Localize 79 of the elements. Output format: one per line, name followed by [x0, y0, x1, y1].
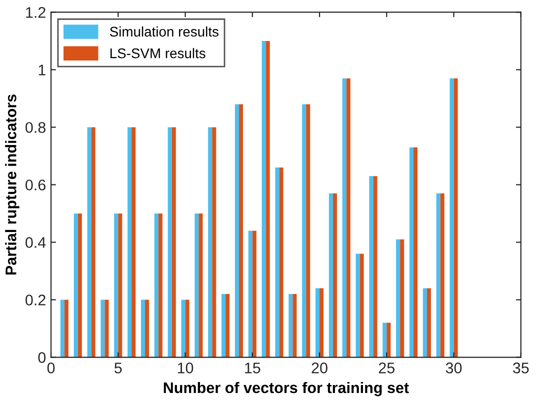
x-tick-label: 10 — [178, 362, 194, 374]
bar — [198, 213, 203, 358]
bar — [386, 322, 391, 358]
x-tick-label: 5 — [114, 362, 122, 374]
bar — [194, 213, 199, 358]
bar — [238, 104, 243, 358]
x-tick-label: 30 — [446, 362, 462, 374]
y-tick-label: 1.2 — [26, 7, 46, 18]
bar — [454, 78, 458, 358]
x-tick-label: 15 — [245, 362, 260, 374]
bar — [413, 147, 418, 358]
bar — [60, 300, 64, 358]
bar — [360, 254, 364, 358]
bar — [212, 127, 216, 358]
bar — [320, 288, 324, 358]
bar — [292, 294, 297, 358]
bar — [74, 213, 78, 358]
x-tick-label: 35 — [512, 362, 529, 374]
bar — [100, 300, 105, 358]
bar — [436, 193, 440, 358]
bar — [64, 300, 68, 358]
bar — [440, 193, 444, 358]
bar — [342, 78, 346, 358]
y-tick-label: 0.4 — [26, 237, 46, 248]
bar — [234, 104, 239, 358]
bar — [140, 300, 145, 358]
bar — [450, 78, 454, 358]
bar — [252, 230, 256, 358]
bar — [422, 288, 427, 358]
legend-label: Simulation results — [110, 26, 218, 37]
bar — [154, 213, 158, 358]
bar — [396, 239, 400, 358]
y-axis-title: Partial rupture indicators — [5, 94, 20, 275]
bar — [226, 294, 230, 358]
bar — [104, 300, 109, 358]
y-tick-label: 0.6 — [26, 180, 46, 190]
bar — [248, 230, 252, 358]
bar — [132, 127, 136, 358]
bar — [158, 213, 162, 358]
bar — [262, 40, 266, 358]
bar — [144, 300, 150, 358]
y-tick-label: 0.8 — [26, 122, 46, 133]
y-tick-label: 0.2 — [26, 294, 46, 306]
bar — [328, 193, 333, 358]
y-tick-label: 1 — [38, 64, 46, 76]
bar — [172, 127, 176, 358]
bar — [288, 294, 293, 358]
bar — [87, 127, 92, 358]
bar — [373, 176, 378, 358]
legend-label: LS-SVM results — [110, 48, 206, 58]
bar — [78, 213, 82, 358]
bar — [400, 239, 404, 358]
bar — [315, 288, 320, 358]
bar — [181, 300, 186, 358]
x-tick-label: 25 — [378, 362, 394, 374]
bar — [332, 193, 337, 358]
bar — [346, 78, 350, 358]
bar — [409, 147, 414, 358]
x-tick-label: 20 — [312, 362, 328, 374]
bar — [356, 254, 360, 358]
x-axis-title: Number of vectors for training set — [164, 382, 409, 396]
bar — [275, 167, 280, 358]
bar — [118, 213, 122, 358]
x-tick-label: 0 — [47, 362, 55, 374]
bar — [168, 127, 172, 358]
bar — [302, 104, 306, 358]
bar — [114, 213, 118, 358]
bar — [128, 127, 132, 358]
bar — [369, 176, 374, 358]
bar — [426, 288, 431, 358]
bar — [185, 300, 190, 358]
bar — [279, 167, 284, 358]
bar — [266, 40, 270, 358]
bar — [382, 322, 387, 358]
bar — [306, 104, 310, 358]
bar — [222, 294, 226, 358]
bar — [208, 127, 212, 358]
bar — [91, 127, 96, 358]
y-tick-label: 0 — [38, 352, 46, 363]
